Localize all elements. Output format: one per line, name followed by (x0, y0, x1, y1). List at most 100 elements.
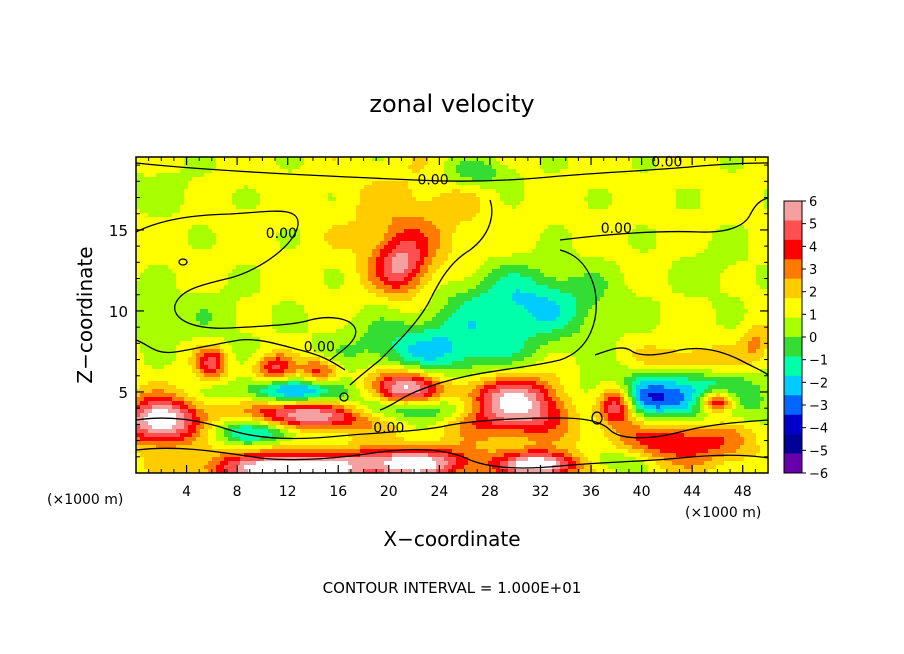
heatmap-cell (328, 249, 333, 254)
heatmap-cell (268, 277, 273, 282)
heatmap-cell (608, 249, 613, 254)
heatmap-cell (320, 265, 325, 270)
heatmap-cell (636, 261, 641, 266)
heatmap-cell (520, 233, 525, 238)
heatmap-cell (588, 261, 593, 266)
heatmap-cell (644, 249, 649, 254)
heatmap-cell (584, 241, 589, 246)
heatmap-cell (612, 249, 617, 254)
heatmap-cell (728, 249, 733, 254)
heatmap-cell (596, 197, 601, 202)
heatmap-cell (744, 245, 749, 250)
heatmap-cell (456, 245, 461, 250)
heatmap-cell (624, 269, 629, 274)
heatmap-cell (568, 249, 573, 254)
heatmap-cell (228, 217, 233, 222)
heatmap-cell (304, 181, 309, 186)
heatmap-cell (308, 193, 313, 198)
heatmap-cell (684, 237, 689, 242)
heatmap-cell (328, 277, 333, 282)
heatmap-cell (728, 177, 733, 182)
heatmap-cell (680, 209, 685, 214)
heatmap-cell (364, 273, 369, 278)
heatmap-cell (412, 185, 417, 190)
heatmap-cell (488, 273, 493, 278)
heatmap-cell (160, 201, 165, 206)
heatmap-cell (472, 157, 477, 162)
heatmap-cell (152, 273, 157, 278)
heatmap-cell (164, 241, 169, 246)
heatmap-cell (744, 205, 749, 210)
heatmap-cell (644, 161, 649, 166)
heatmap-cell (240, 221, 245, 226)
heatmap-cell (144, 157, 149, 162)
heatmap-cell (364, 205, 369, 210)
heatmap-cell (708, 221, 713, 226)
heatmap-cell (408, 245, 413, 250)
heatmap-cell (404, 257, 409, 262)
heatmap-cell (380, 225, 385, 230)
heatmap-cell (520, 189, 525, 194)
heatmap-cell (256, 281, 261, 286)
heatmap-cell (268, 221, 273, 226)
heatmap-cell (640, 205, 645, 210)
heatmap-cell (348, 277, 353, 282)
heatmap-cell (288, 245, 293, 250)
heatmap-cell (256, 177, 261, 182)
heatmap-cell (724, 209, 729, 214)
heatmap-cell (176, 265, 181, 270)
heatmap-cell (340, 221, 345, 226)
heatmap-cell (596, 249, 601, 254)
heatmap-cell (216, 177, 221, 182)
heatmap-cell (532, 201, 537, 206)
heatmap-cell (764, 209, 768, 214)
heatmap-cell (472, 269, 477, 274)
heatmap-cell (700, 157, 705, 162)
heatmap-cell (564, 261, 569, 266)
heatmap-cell (676, 177, 681, 182)
heatmap-cell (380, 197, 385, 202)
heatmap-cell (752, 261, 757, 266)
heatmap-cell (472, 205, 477, 210)
heatmap-cell (556, 241, 561, 246)
heatmap-cell (696, 177, 701, 182)
heatmap-cell (156, 249, 161, 254)
heatmap-cell (456, 281, 461, 286)
heatmap-cell (656, 185, 661, 190)
heatmap-cell (152, 277, 157, 282)
heatmap-cell (552, 193, 557, 198)
heatmap-cell (404, 249, 409, 254)
heatmap-cell (640, 197, 645, 202)
heatmap-cell (348, 229, 353, 234)
heatmap-cell (724, 273, 729, 278)
heatmap-cell (196, 157, 201, 162)
heatmap-cell (580, 277, 585, 282)
heatmap-cell (744, 193, 749, 198)
heatmap-cell (176, 201, 181, 206)
heatmap-cell (700, 169, 705, 174)
heatmap-cell (508, 233, 513, 238)
heatmap-cell (472, 233, 477, 238)
heatmap-cell (428, 173, 433, 178)
heatmap-cell (740, 189, 745, 194)
heatmap-cell (440, 241, 445, 246)
heatmap-cell (680, 265, 685, 270)
heatmap-cell (344, 193, 349, 198)
heatmap-cell (436, 177, 441, 182)
heatmap-cell (580, 165, 585, 170)
heatmap-cell (248, 241, 253, 246)
heatmap-cell (560, 225, 565, 230)
heatmap-cell (356, 233, 361, 238)
heatmap-cell (732, 241, 737, 246)
heatmap-cell (144, 265, 149, 270)
heatmap-cell (356, 241, 361, 246)
heatmap-cell (728, 261, 733, 266)
heatmap-cell (504, 177, 509, 182)
heatmap-cell (200, 261, 205, 266)
heatmap-cell (172, 193, 177, 198)
heatmap-cell (296, 253, 301, 258)
heatmap-cell (264, 245, 269, 250)
heatmap-cell (736, 189, 741, 194)
heatmap-cell (432, 161, 437, 166)
heatmap-cell (524, 173, 529, 178)
